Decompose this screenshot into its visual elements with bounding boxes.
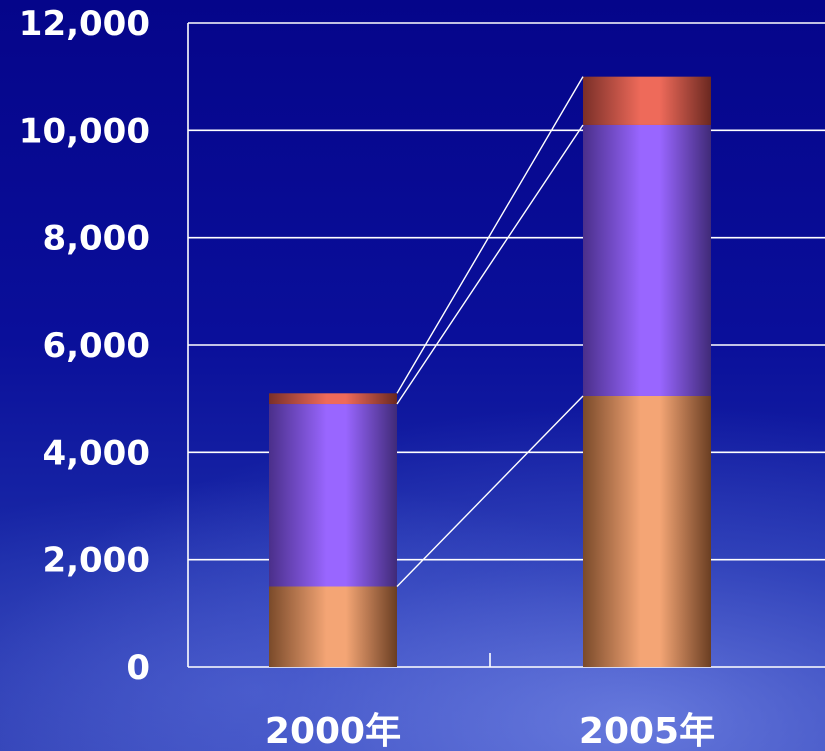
y-tick-label: 0 <box>126 648 150 688</box>
bar-segment <box>583 395 711 667</box>
series-connector-line <box>396 76 584 394</box>
x-tick-label: 2000年 <box>265 711 401 751</box>
bar-segment <box>269 586 397 667</box>
bar-segment <box>583 76 711 125</box>
series-connector-line <box>396 124 584 405</box>
bar-segment <box>269 404 397 587</box>
y-tick-label: 10,000 <box>19 111 150 151</box>
x-tick-label: 2005年 <box>579 711 715 751</box>
series-connectors <box>396 76 584 587</box>
y-tick-label: 4,000 <box>42 433 150 473</box>
bars <box>269 76 711 667</box>
series-connector-line <box>396 395 584 587</box>
axis-labels: 0 2,000 4,000 6,000 8,000 10,000 12,000 2000年 20… <box>19 4 715 751</box>
bar-segment <box>583 124 711 396</box>
y-tick-label: 2,000 <box>42 541 150 581</box>
y-tick-label: 8,000 <box>42 219 150 259</box>
y-tick-label: 12,000 <box>19 4 150 44</box>
bar-segment <box>269 393 397 405</box>
y-tick-label: 6,000 <box>42 326 150 366</box>
